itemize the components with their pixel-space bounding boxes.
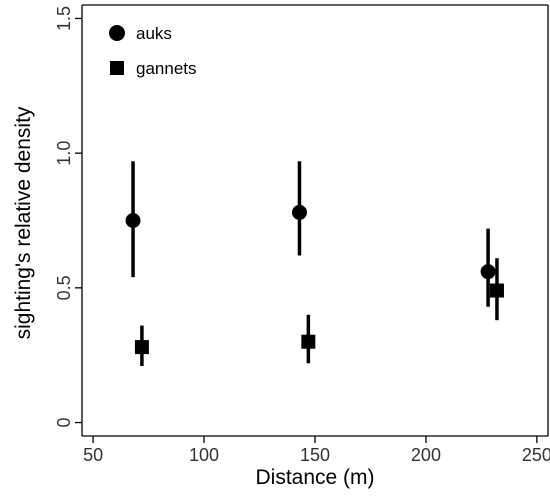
gannets-point xyxy=(489,283,504,298)
x-tick-label: 50 xyxy=(83,445,103,465)
x-axis-label: Distance (m) xyxy=(255,466,374,489)
auks-point xyxy=(125,213,141,228)
x-tick-label: 150 xyxy=(300,445,330,465)
y-axis-label: sighting's relative density xyxy=(12,106,35,339)
plot-frame xyxy=(81,4,549,437)
x-tick-label: 250 xyxy=(522,445,550,465)
gannets-point xyxy=(134,340,149,355)
legend-auks-label: auks xyxy=(136,24,172,43)
y-tick-label: 0.5 xyxy=(54,275,74,300)
data-marks xyxy=(125,161,504,366)
legend-auks-marker xyxy=(109,25,125,41)
x-tick-label: 200 xyxy=(411,445,441,465)
y-ticks: 0 0.5 1.0 1.5 xyxy=(54,6,82,428)
legend-gannets-marker xyxy=(110,61,124,75)
gannets-point xyxy=(301,334,316,349)
x-ticks: 50 100 150 200 250 xyxy=(83,436,550,465)
legend: auks gannets xyxy=(109,24,197,78)
y-tick-label: 0 xyxy=(54,418,74,428)
auks-point xyxy=(480,264,496,280)
legend-gannets-label: gannets xyxy=(136,59,197,78)
y-tick-label: 1.0 xyxy=(54,141,74,166)
y-tick-label: 1.5 xyxy=(54,6,74,31)
auks-point xyxy=(291,204,307,220)
x-tick-label: 100 xyxy=(189,445,219,465)
